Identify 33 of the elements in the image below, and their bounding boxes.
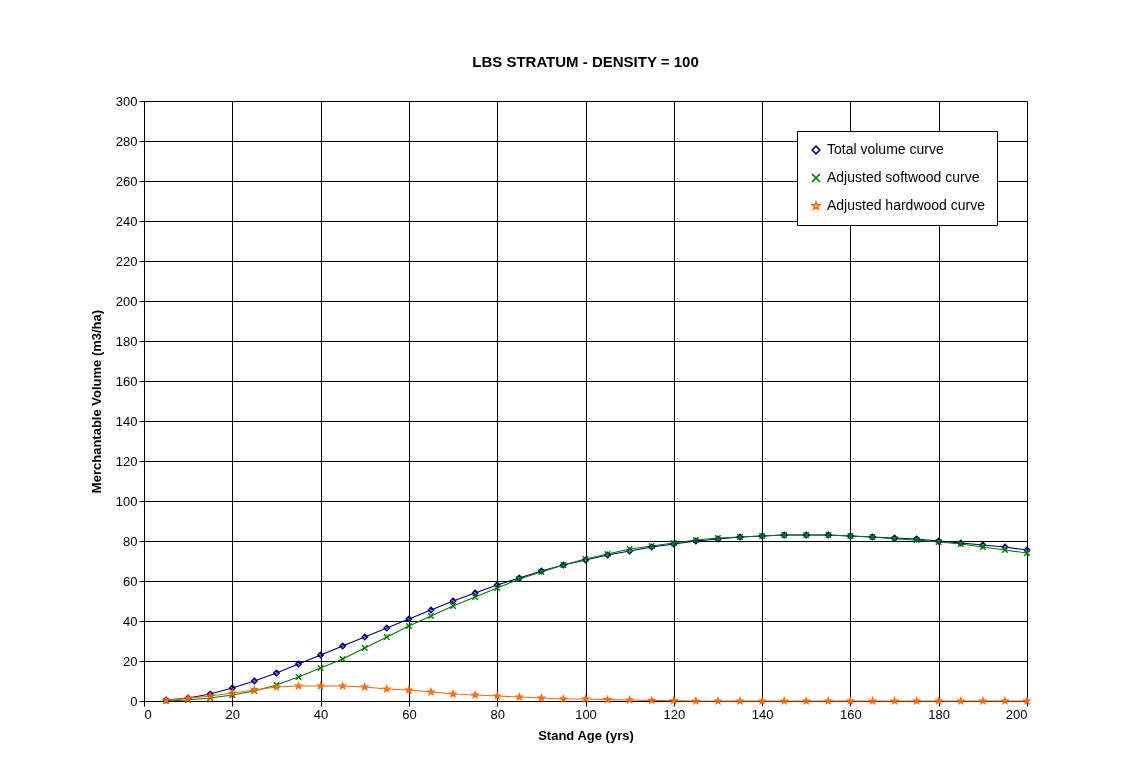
x-tick-label: 0 bbox=[144, 706, 152, 722]
y-tick-label: 140 bbox=[115, 413, 138, 429]
y-tick-label: 20 bbox=[123, 653, 138, 669]
x-tick-label: 20 bbox=[225, 706, 241, 722]
y-tick-label: 220 bbox=[115, 253, 138, 269]
y-tick-label: 180 bbox=[115, 333, 138, 349]
legend-label: Adjusted softwood curve bbox=[827, 169, 980, 185]
x-tick-label: 60 bbox=[402, 706, 417, 722]
legend-label: Total volume curve bbox=[827, 141, 944, 157]
y-tick-label: 200 bbox=[115, 293, 138, 309]
x-tick-label: 100 bbox=[575, 706, 597, 722]
y-tick-label: 80 bbox=[123, 533, 138, 549]
y-tick-label: 240 bbox=[115, 213, 138, 229]
x-tick-label: 200 bbox=[1005, 706, 1028, 722]
y-tick-label: 160 bbox=[115, 373, 138, 389]
y-axis-title: Merchantable Volume (m3/ha) bbox=[88, 309, 104, 494]
x-tick-label: 180 bbox=[928, 706, 951, 722]
y-tick-label: 0 bbox=[130, 693, 138, 709]
x-tick-label: 40 bbox=[313, 706, 329, 722]
x-tick-label: 160 bbox=[840, 706, 862, 722]
chart-title: LBS STRATUM - DENSITY = 100 bbox=[472, 53, 699, 70]
y-tick-label: 120 bbox=[115, 453, 138, 469]
y-tick-label: 260 bbox=[115, 173, 138, 189]
y-tick-label: 60 bbox=[123, 573, 138, 589]
y-tick-label: 300 bbox=[115, 93, 138, 109]
legend-label: Adjusted hardwood curve bbox=[827, 197, 986, 213]
y-tick-label: 280 bbox=[115, 133, 138, 149]
y-tick-label: 100 bbox=[115, 493, 138, 509]
x-tick-label: 80 bbox=[490, 706, 505, 722]
x-axis-title: Stand Age (yrs) bbox=[538, 727, 634, 743]
y-tick-label: 40 bbox=[123, 613, 138, 629]
x-tick-label: 140 bbox=[751, 706, 774, 722]
x-tick-label: 120 bbox=[663, 706, 686, 722]
